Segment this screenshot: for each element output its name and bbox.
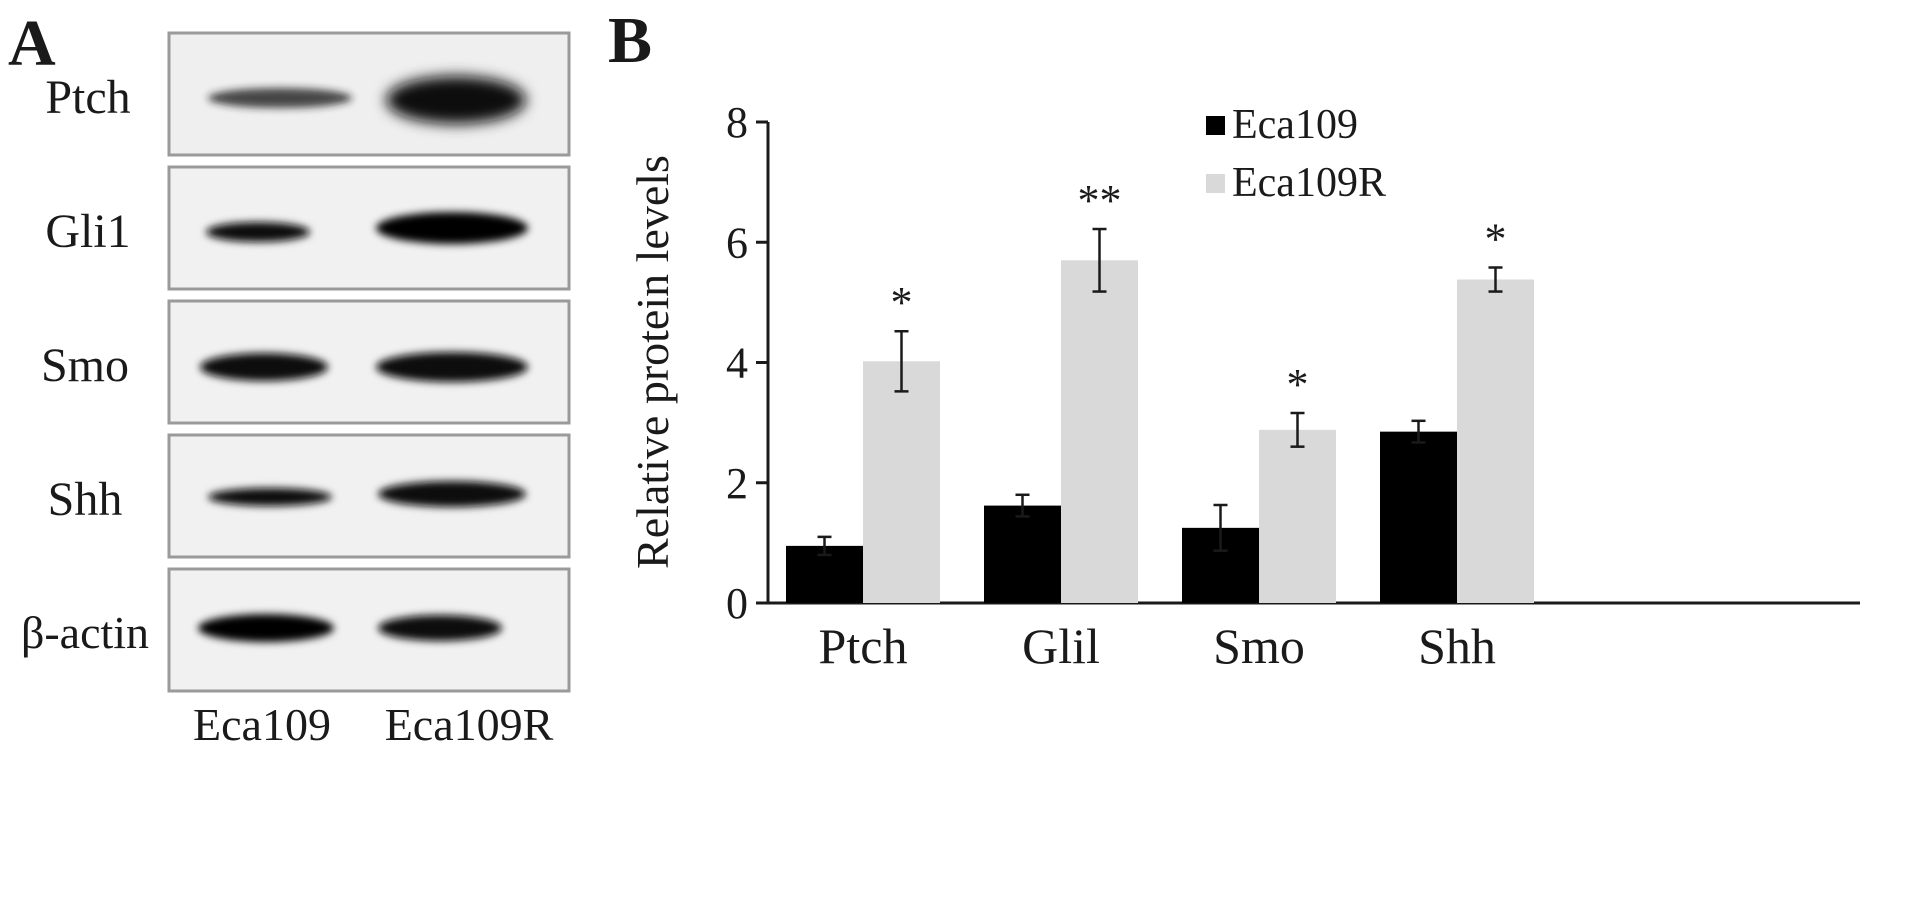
band-smo-eca109r [376,352,528,382]
band-ptch-eca109 [208,88,352,108]
legend-swatch-eca109 [1206,116,1225,135]
x-category-label: Glil [1022,618,1100,674]
x-category-label: Ptch [819,618,908,674]
bar-eca109-glil [984,505,1061,603]
x-category-label: Shh [1418,618,1496,674]
lane-label-eca109r: Eca109R [385,699,554,750]
row-label-ptch: Ptch [45,71,130,124]
band-shh-eca109 [208,488,332,506]
panel-b-letter: B [608,4,652,77]
bar-eca109r-glil [1061,260,1138,603]
bar-eca109-shh [1380,431,1457,603]
blot-strip-gli1 [167,165,571,291]
blot-strip-shh [167,433,571,559]
panel-a-letter: A [8,7,56,80]
band-gli1-eca109r [376,212,528,244]
band-shh-eca109r [378,481,526,507]
blot-strip-beta-actin [167,567,571,693]
band-actin-eca109r [378,615,502,641]
western-blot-panel: A Ptch Gli1 Smo Shh β-actin Eca109 Eca10… [8,7,571,750]
y-tick-label: 6 [726,218,748,267]
legend: Eca109 Eca109R [1206,102,1386,206]
row-label-beta-actin: β-actin [21,607,149,658]
legend-label-eca109: Eca109 [1232,102,1358,148]
significance-marker: ** [1078,176,1122,225]
y-tick-label: 8 [726,98,748,147]
y-tick-label: 0 [726,579,748,628]
lane-label-eca109: Eca109 [193,699,331,750]
y-axis-title: Relative protein levels [627,155,678,569]
y-tick-label: 4 [726,339,748,388]
band-smo-eca109 [200,353,328,381]
band-ptch-eca109r [386,76,526,124]
blot-strip-ptch [167,31,571,157]
bar-eca109r-shh [1457,279,1534,603]
legend-swatch-eca109r [1206,174,1225,193]
legend-label-eca109r: Eca109R [1232,160,1386,206]
band-actin-eca109 [198,614,334,642]
significance-marker: * [1485,215,1507,264]
row-label-shh: Shh [48,473,123,526]
significance-marker: * [891,278,913,327]
band-gli1-eca109 [206,222,310,242]
row-label-gli1: Gli1 [45,205,130,258]
bar-eca109r-ptch [863,361,940,603]
x-category-label: Smo [1213,618,1305,674]
row-label-smo: Smo [41,339,129,392]
blot-strip-smo [167,299,571,425]
significance-marker: * [1287,360,1309,409]
y-tick-label: 2 [726,459,748,508]
bar-eca109r-smo [1259,429,1336,603]
